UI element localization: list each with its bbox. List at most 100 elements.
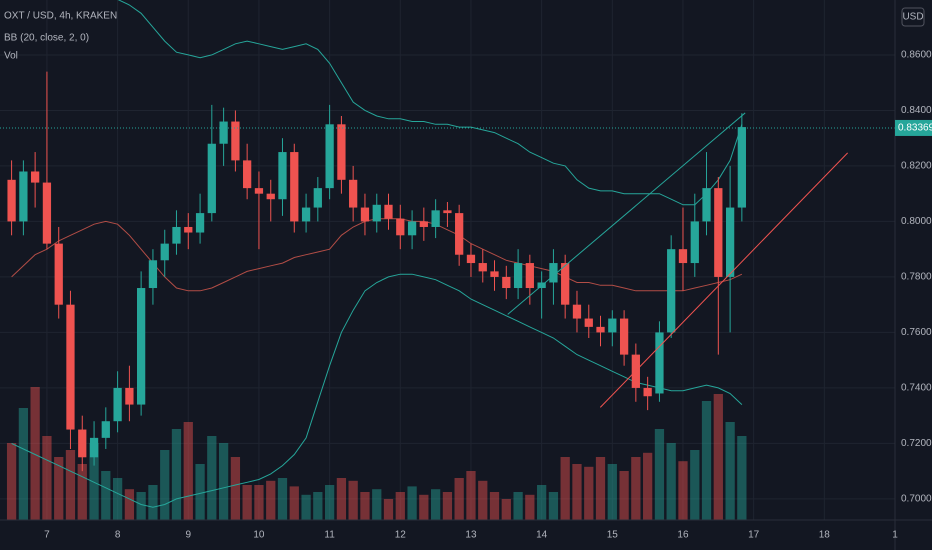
volume-bar bbox=[407, 486, 417, 520]
x-tick-label: 1 bbox=[892, 530, 898, 541]
volume-bar bbox=[466, 471, 476, 520]
volume-bar bbox=[643, 452, 653, 520]
candle-body bbox=[561, 263, 570, 305]
candle-body bbox=[714, 188, 723, 277]
candle-body bbox=[478, 263, 487, 272]
volume-bar bbox=[77, 464, 87, 520]
candle-body bbox=[643, 387, 652, 397]
volume-bar bbox=[395, 492, 405, 520]
candle-body bbox=[137, 288, 146, 405]
volume-bar bbox=[6, 443, 17, 520]
x-tick-label: 12 bbox=[395, 530, 407, 541]
candle-body bbox=[443, 210, 452, 214]
volume-layer bbox=[6, 387, 747, 520]
volume-bar bbox=[537, 485, 547, 520]
candle-body bbox=[667, 249, 676, 333]
volume-bar bbox=[713, 394, 723, 520]
volume-bar bbox=[360, 492, 370, 520]
candle-body bbox=[725, 207, 735, 277]
candle-body bbox=[737, 127, 746, 208]
volume-bar bbox=[454, 478, 464, 520]
candle-body bbox=[690, 221, 699, 264]
candle-body bbox=[172, 226, 181, 244]
candle-body bbox=[101, 421, 110, 438]
volume-bar bbox=[124, 489, 135, 520]
volume-bar bbox=[89, 443, 99, 520]
candle-body bbox=[349, 179, 358, 208]
volume-bar bbox=[254, 485, 264, 520]
candle-body bbox=[125, 387, 134, 405]
legend-volume: Vol bbox=[4, 51, 18, 62]
candle-body bbox=[466, 254, 476, 264]
volume-bar bbox=[195, 464, 205, 520]
volume-bar bbox=[430, 489, 441, 520]
volume-bar bbox=[183, 422, 193, 520]
candle-body bbox=[113, 387, 122, 422]
volume-bar bbox=[525, 494, 535, 520]
candle-body bbox=[419, 221, 428, 227]
candle-body bbox=[702, 188, 711, 222]
volume-bar bbox=[584, 466, 594, 520]
candle-body bbox=[66, 304, 75, 430]
last-price-box bbox=[895, 119, 932, 136]
volume-bar bbox=[513, 492, 523, 520]
candle-body bbox=[608, 318, 617, 333]
candle-body bbox=[290, 152, 299, 222]
x-tick-label: 18 bbox=[819, 530, 831, 541]
volume-bar bbox=[266, 480, 276, 520]
volume-bar bbox=[678, 461, 688, 520]
last-price-label: 0.83369 bbox=[898, 123, 932, 134]
candle-body bbox=[619, 318, 629, 355]
candle-body bbox=[301, 207, 311, 222]
volume-bar bbox=[30, 387, 40, 520]
volume-bar bbox=[136, 492, 146, 520]
volume-bar bbox=[725, 422, 735, 520]
candle-body bbox=[407, 221, 417, 236]
candle-body bbox=[678, 249, 688, 264]
trend-line bbox=[599, 152, 849, 408]
candle-body bbox=[313, 188, 322, 208]
candle-body bbox=[372, 204, 381, 222]
volume-bar bbox=[277, 478, 288, 520]
volume-bar bbox=[372, 489, 382, 520]
y-tick-label: 0.70000 bbox=[901, 494, 932, 505]
candle-body bbox=[148, 260, 158, 289]
volume-bar bbox=[324, 485, 335, 520]
candle-body bbox=[384, 204, 393, 219]
currency[interactable]: USD bbox=[902, 12, 923, 23]
candle-body bbox=[360, 207, 370, 222]
volume-bar bbox=[690, 450, 700, 520]
volume-bar bbox=[607, 464, 617, 520]
currency-box[interactable] bbox=[901, 7, 925, 27]
candle-body bbox=[455, 213, 464, 255]
legend-title: OXT / USD, 4h, KRAKEN bbox=[4, 11, 117, 22]
volume-bar bbox=[207, 436, 217, 520]
x-tick-label: 13 bbox=[465, 530, 477, 541]
volume-bar bbox=[442, 492, 453, 520]
volume-bar bbox=[42, 436, 52, 520]
volume-bar bbox=[148, 485, 158, 520]
candle-body bbox=[525, 263, 534, 289]
candle-body bbox=[549, 263, 558, 283]
candle-body bbox=[572, 304, 582, 319]
volume-bar bbox=[701, 401, 712, 520]
volume-bar bbox=[572, 464, 582, 520]
volume-bar bbox=[65, 450, 76, 520]
x-tick-label: 11 bbox=[324, 530, 335, 541]
volume-bar bbox=[171, 429, 182, 520]
candle-body bbox=[490, 271, 499, 277]
candle-body bbox=[655, 332, 664, 394]
drawing-layer bbox=[0, 112, 895, 408]
volume-bar bbox=[313, 492, 323, 520]
volume-bar bbox=[419, 494, 429, 520]
candle-body bbox=[431, 210, 440, 227]
candle-body bbox=[89, 437, 99, 458]
